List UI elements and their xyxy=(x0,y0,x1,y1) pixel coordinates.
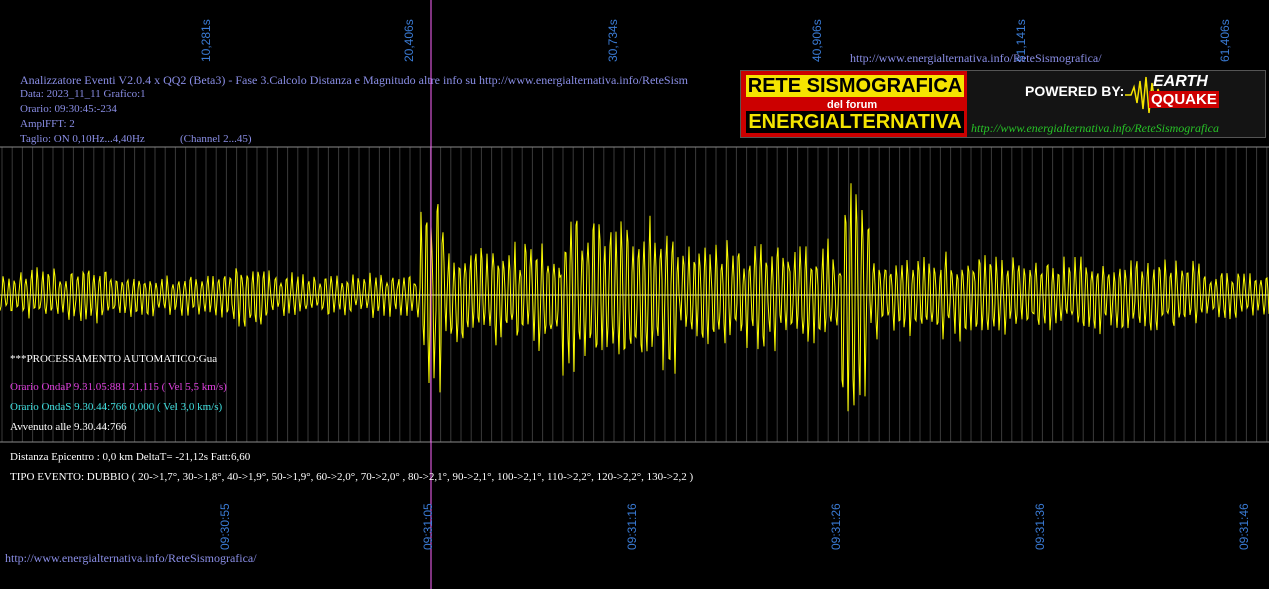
bottom-axis-label-4: 09:31:26 xyxy=(829,503,843,550)
seismic-trace xyxy=(0,183,1269,412)
bottom-axis-label-1: 09:30:55 xyxy=(218,503,232,550)
onda-p-time: Orario OndaP 9.31.05:881 21,115 ( Vel 5,… xyxy=(10,381,227,393)
info-channel: (Channel 2...45) xyxy=(180,133,252,145)
info-title: Analizzatore Eventi V2.0.4 x QQ2 (Beta3)… xyxy=(20,73,688,87)
footer-url[interactable]: http://www.energialternativa.info/ReteSi… xyxy=(5,551,257,565)
processing-mode: ***PROCESSAMENTO AUTOMATICO:Gua xyxy=(10,353,218,365)
bottom-axis-label-2: 09:31:05 xyxy=(421,503,435,550)
banner-logo-panel: RETE SISMOGRAFICA del forum ENERGIALTERN… xyxy=(741,71,967,137)
event-type: TIPO EVENTO: DUBBIO ( 20->1,7°, 30->1,8°… xyxy=(10,471,694,483)
info-filter: Taglio: ON 0,10Hz...4,40Hz xyxy=(20,133,145,145)
quake-logo-text: QQUAKE xyxy=(1149,91,1219,108)
bottom-axis-label-6: 09:31:46 xyxy=(1237,503,1251,550)
banner-subtitle: del forum xyxy=(827,99,878,111)
info-time: Orario: 09:30:45:-234 xyxy=(20,103,117,115)
event-time: Avvenuto alle 9.30.44:766 xyxy=(10,421,127,433)
info-amplfft: AmplFFT: 2 xyxy=(20,118,75,130)
top-url[interactable]: http://www.energialternativa.info/ReteSi… xyxy=(850,51,1102,65)
powered-by-label: POWERED BY: xyxy=(1025,83,1125,99)
bottom-axis-label-5: 09:31:36 xyxy=(1033,503,1047,550)
bottom-axis-label-3: 09:31:16 xyxy=(625,503,639,550)
epicenter-distance: Distanza Epicentro : 0,0 km DeltaT= -21,… xyxy=(10,451,251,463)
info-date: Data: 2023_11_11 Grafico:1 xyxy=(20,88,146,100)
rete-sismografica-banner[interactable]: RETE SISMOGRAFICA del forum ENERGIALTERN… xyxy=(740,70,1266,138)
banner-url[interactable]: http://www.energialternativa.info/ReteSi… xyxy=(971,121,1219,135)
banner-title-top: RETE SISMOGRAFICA xyxy=(746,75,964,97)
earth-logo-text: EARTH xyxy=(1153,73,1208,90)
banner-title-bottom: ENERGIALTERNATIVA xyxy=(746,111,964,133)
onda-s-time: Orario OndaS 9.30.44:766 0,000 ( Vel 3,0… xyxy=(10,401,223,413)
